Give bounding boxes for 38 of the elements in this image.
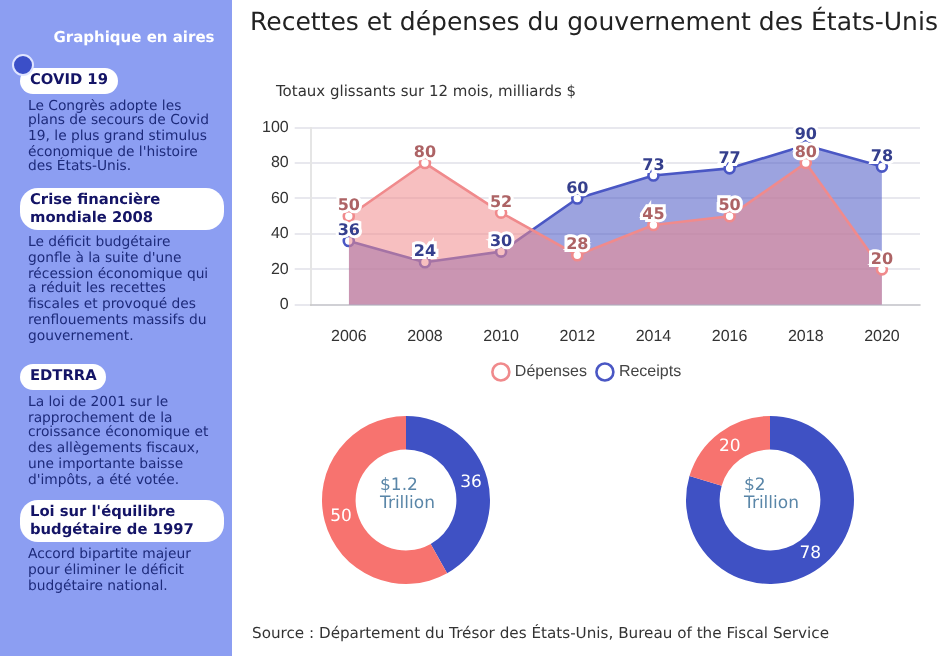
legend-label: Dépenses (514, 362, 587, 381)
data-label: 50 (330, 507, 352, 528)
data-label: 90 (794, 125, 818, 144)
data-label: 30 (489, 231, 514, 250)
data-label: 45 (642, 205, 666, 224)
x-tick-label: 2010 (483, 326, 520, 345)
data-label: 73 (642, 155, 665, 174)
y-tick-label: 40 (270, 224, 290, 243)
y-tick-label: 60 (270, 188, 290, 207)
data-label: 36 (337, 221, 361, 240)
x-tick-label: 2018 (787, 326, 825, 345)
x-tick-label: 2008 (407, 326, 444, 345)
y-tick-label: 100 (261, 118, 290, 137)
data-label: 78 (799, 544, 822, 565)
y-tick-label: 20 (270, 259, 290, 278)
x-tick-label: 2014 (635, 326, 673, 345)
chart-title: Recettes et dépenses du gouvernement des États-Unis (248, 6, 940, 36)
data-label: 24 (413, 242, 437, 261)
data-label: 78 (870, 146, 894, 165)
text: $2 Trillion (744, 476, 801, 516)
data-label: 36 (460, 473, 482, 494)
y-tick-label: 80 (270, 153, 290, 172)
legend-label: Receipts (618, 362, 682, 381)
y-tick-label: 0 (279, 295, 290, 314)
data-label: 80 (413, 143, 437, 162)
data-label: 20 (718, 436, 741, 457)
data-label: 52 (489, 192, 513, 211)
text: $1.2 Trillion (380, 476, 437, 516)
x-tick-label: 2016 (711, 326, 749, 345)
data-label: 80 (794, 143, 818, 162)
x-tick-label: 2006 (330, 326, 368, 345)
data-label: 77 (718, 148, 741, 167)
data-label: 60 (566, 178, 590, 197)
x-tick-label: 2012 (559, 326, 597, 345)
x-tick-label: 2020 (864, 326, 901, 345)
data-label: 50 (718, 196, 742, 215)
data-label: 50 (337, 196, 361, 215)
data-label: 28 (566, 235, 590, 254)
